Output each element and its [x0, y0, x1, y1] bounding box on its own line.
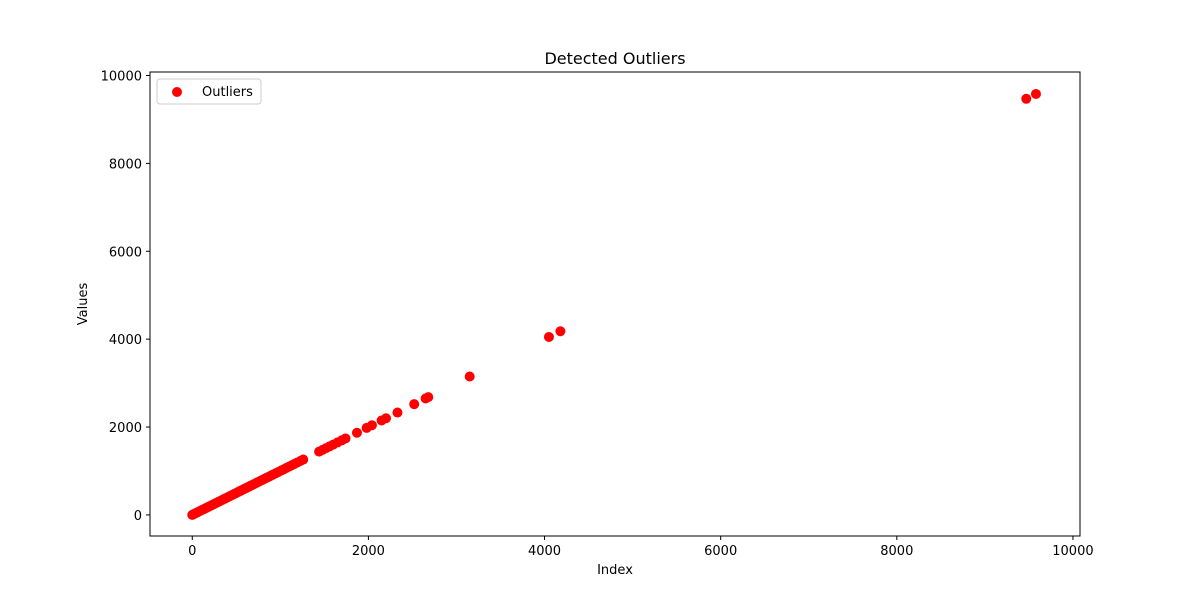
x-tick-label: 6000: [704, 544, 737, 559]
x-axis-label: Index: [597, 563, 633, 578]
outlier-point: [409, 399, 420, 410]
legend-label: Outliers: [202, 85, 253, 100]
x-tick-label: 0: [188, 544, 196, 559]
outlier-point: [366, 420, 377, 431]
x-axis-ticks: 0 2000 4000 6000 8000 10000: [188, 536, 1094, 559]
x-tick-label: 2000: [352, 544, 385, 559]
outlier-point: [464, 371, 475, 382]
y-tick-label: 8000: [109, 157, 142, 172]
outlier-point: [381, 413, 392, 424]
y-tick-label: 4000: [109, 333, 142, 348]
outlier-point: [555, 326, 566, 337]
y-tick-label: 6000: [109, 245, 142, 260]
y-tick-label: 10000: [101, 70, 142, 85]
x-tick-label: 10000: [1052, 544, 1093, 559]
y-tick-label: 2000: [109, 421, 142, 436]
outlier-point: [340, 433, 351, 444]
y-tick-label: 0: [134, 509, 142, 524]
outlier-point: [1021, 93, 1032, 104]
plot-frame: [149, 71, 1081, 537]
x-tick-label: 4000: [528, 544, 561, 559]
y-axis-ticks: 0 2000 4000 6000 8000 10000: [101, 70, 150, 524]
legend-box: [156, 78, 262, 105]
x-tick-label: 8000: [880, 544, 913, 559]
outlier-point: [423, 392, 434, 403]
points-layer: [187, 88, 1041, 520]
chart-title: Detected Outliers: [544, 49, 685, 68]
outlier-point: [392, 407, 403, 418]
outlier-point: [543, 331, 554, 342]
legend-marker: [172, 87, 182, 97]
outlier-point: [1030, 88, 1041, 99]
outlier-point: [351, 427, 362, 438]
outlier-point: [298, 454, 309, 465]
y-axis-label: Values: [76, 283, 91, 326]
legend: Outliers: [156, 78, 262, 105]
